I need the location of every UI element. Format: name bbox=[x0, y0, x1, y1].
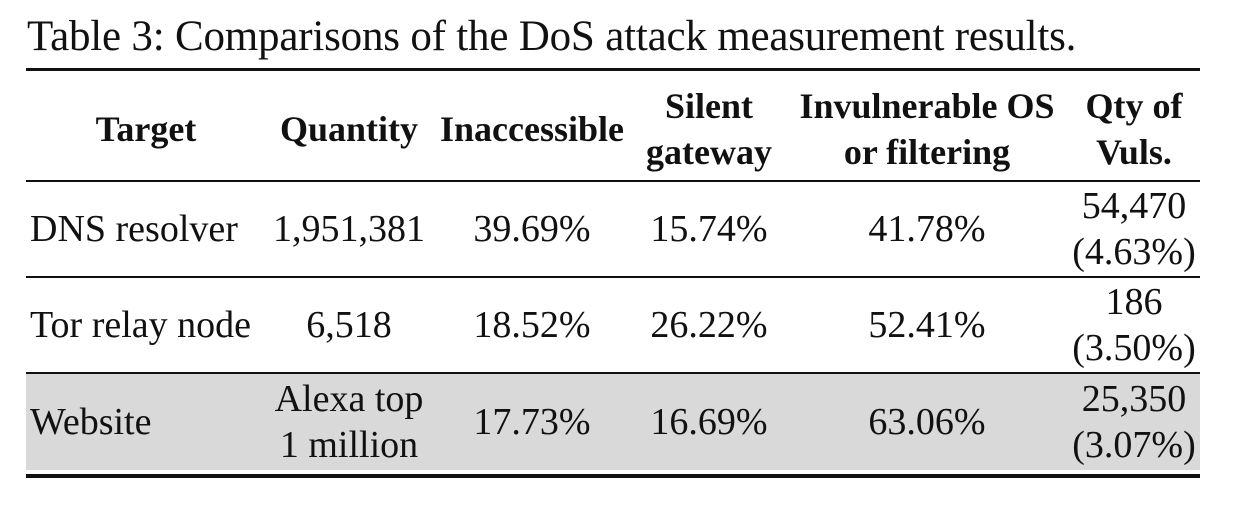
cell-invulnerable: 41.78% bbox=[868, 208, 986, 250]
header-qty-vuls: Qty of Vuls. bbox=[1068, 83, 1200, 175]
header-invulnerable-line2: or filtering bbox=[843, 132, 1011, 172]
cell-quantity: Alexa top 1 million bbox=[266, 376, 432, 468]
table-row: Tor relay node 6,518 18.52% 26.22% 52.41… bbox=[26, 278, 1200, 372]
header-invulnerable-line1: Invulnerable OS bbox=[799, 86, 1055, 126]
cell-qty-vuls: 186 (3.50%) bbox=[1068, 279, 1200, 371]
header-target-label: Target bbox=[95, 109, 197, 149]
cell-silent-gateway: 26.22% bbox=[650, 304, 768, 346]
cell-quantity: 6,518 bbox=[266, 302, 432, 348]
cell-qty-vuls-count: 54,470 bbox=[1081, 185, 1187, 227]
cell-qty-vuls: 25,350 (3.07%) bbox=[1068, 376, 1200, 468]
cell-inaccessible: 17.73% bbox=[473, 401, 591, 443]
cell-qty-vuls-count: 25,350 bbox=[1081, 378, 1187, 420]
header-silent-gateway-line1: Silent bbox=[664, 86, 753, 126]
header-silent-gateway-line2: gateway bbox=[646, 132, 772, 172]
cell-quantity-line1: Alexa top bbox=[274, 378, 424, 420]
header-rule bbox=[26, 180, 1200, 182]
header-invulnerable: Invulnerable OS or filtering bbox=[786, 83, 1068, 175]
table-row-highlighted: Website Alexa top 1 million 17.73% 16.69… bbox=[26, 374, 1200, 470]
top-rule bbox=[26, 68, 1200, 71]
cell-qty-vuls-percent: (3.50%) bbox=[1072, 327, 1196, 369]
header-qty-vuls-line1: Qty of bbox=[1085, 86, 1183, 126]
cell-quantity: 1,951,381 bbox=[266, 206, 432, 252]
cell-silent-gateway: 16.69% bbox=[650, 401, 768, 443]
bottom-rule bbox=[26, 474, 1200, 478]
header-quantity: Quantity bbox=[266, 106, 432, 152]
cell-qty-vuls-percent: (3.07%) bbox=[1072, 424, 1196, 466]
header-quantity-label: Quantity bbox=[279, 109, 419, 149]
cell-quantity-line1: 1,951,381 bbox=[273, 208, 425, 250]
row-rule bbox=[26, 276, 1200, 278]
table-row: DNS resolver 1,951,381 39.69% 15.74% 41.… bbox=[26, 182, 1200, 276]
row-rule bbox=[26, 372, 1200, 374]
cell-target: Website bbox=[30, 401, 152, 443]
table-header-row: Target Quantity Inaccessible Silent gate… bbox=[26, 80, 1200, 178]
table-caption: Table 3: Comparisons of the DoS attack m… bbox=[27, 13, 1077, 60]
cell-qty-vuls-percent: (4.63%) bbox=[1072, 231, 1196, 273]
header-inaccessible-label: Inaccessible bbox=[440, 109, 624, 149]
cell-target: DNS resolver bbox=[30, 208, 238, 250]
header-target: Target bbox=[26, 106, 266, 152]
header-inaccessible: Inaccessible bbox=[432, 106, 632, 152]
cell-quantity-line2: 1 million bbox=[279, 424, 419, 466]
cell-inaccessible: 18.52% bbox=[473, 304, 591, 346]
cell-qty-vuls: 54,470 (4.63%) bbox=[1068, 183, 1200, 275]
cell-target: Tor relay node bbox=[30, 304, 252, 346]
cell-silent-gateway: 15.74% bbox=[650, 208, 768, 250]
header-qty-vuls-line2: Vuls. bbox=[1096, 132, 1172, 172]
cell-inaccessible: 39.69% bbox=[473, 208, 591, 250]
cell-quantity-line1: 6,518 bbox=[306, 304, 392, 346]
cell-qty-vuls-count: 186 bbox=[1105, 281, 1163, 323]
cell-invulnerable: 52.41% bbox=[868, 304, 986, 346]
header-silent-gateway: Silent gateway bbox=[632, 83, 786, 175]
cell-invulnerable: 63.06% bbox=[868, 401, 986, 443]
